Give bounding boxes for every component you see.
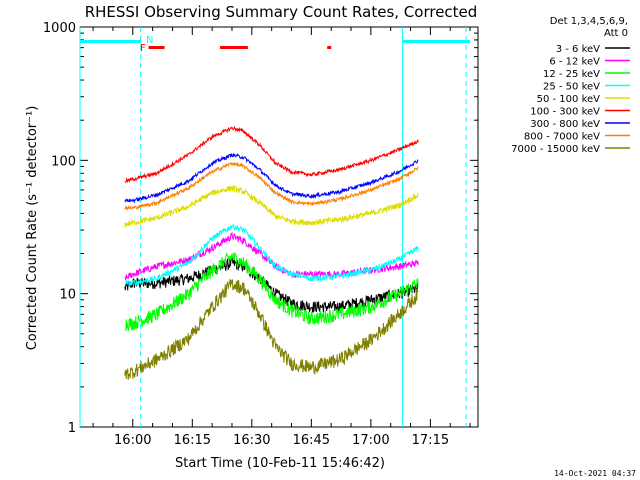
series-line-4	[124, 223, 419, 287]
series-line-9	[124, 279, 419, 380]
axis-ticks: 16:00 16:15 16:30 16:45 17:00 17:15 1 10 100 1000	[43, 21, 478, 448]
x-tick-label: 17:00	[352, 433, 389, 448]
flare-flag-bar	[220, 46, 248, 49]
series-line-8	[124, 161, 419, 211]
sunlight-flag-bar	[80, 40, 141, 43]
y-axis-label: Corrected Count Rate (s⁻¹ detector⁻¹)	[25, 106, 40, 351]
series-line-6	[124, 125, 419, 184]
sunlight-flag-bar	[402, 40, 471, 43]
legend-entry: 25 - 50 keV	[543, 82, 600, 93]
legend-entry: 12 - 25 keV	[543, 69, 600, 80]
x-tick-label: 16:15	[174, 433, 211, 448]
y-tick-label: 1000	[43, 21, 76, 36]
legend-entry: 7000 - 15000 keV	[511, 144, 600, 155]
legend-entry: 50 - 100 keV	[537, 94, 601, 105]
legend: Det 1,3,4,5,6,9,Att 0 3 - 6 keV 6 - 12 keV…	[511, 16, 630, 155]
y-tick-label: 10	[59, 288, 76, 303]
series-layer	[124, 125, 419, 380]
series-line-3	[124, 251, 419, 332]
y-tick-label: 1	[68, 421, 76, 436]
flare-flag-bar	[148, 46, 165, 49]
flag-layer: NF	[79, 27, 471, 427]
legend-entry: 100 - 300 keV	[530, 107, 600, 118]
legend-entry: 3 - 6 keV	[556, 44, 600, 55]
x-tick-label: 16:00	[114, 433, 151, 448]
x-axis-label: Start Time (10-Feb-11 15:46:42)	[175, 456, 385, 471]
x-tick-label: 17:15	[412, 433, 449, 448]
legend-header: Det 1,3,4,5,6,9,	[550, 16, 628, 27]
chart-title: RHESSI Observing Summary Count Rates, Co…	[85, 3, 478, 21]
legend-header: Att 0	[604, 28, 628, 39]
legend-entry: 6 - 12 keV	[549, 57, 600, 68]
legend-entry: 300 - 800 keV	[530, 119, 600, 130]
timestamp: 14-Oct-2021 04:37	[554, 469, 636, 478]
flare-flag-label: F	[140, 43, 146, 54]
y-tick-label: 100	[51, 154, 76, 169]
series-line-7	[124, 152, 419, 204]
series-line-5	[124, 184, 419, 227]
x-tick-label: 16:45	[293, 433, 330, 448]
flare-flag-bar	[327, 46, 332, 49]
legend-entry: 800 - 7000 keV	[524, 132, 600, 143]
x-tick-label: 16:30	[233, 433, 270, 448]
night-flag-label: N	[146, 35, 153, 46]
